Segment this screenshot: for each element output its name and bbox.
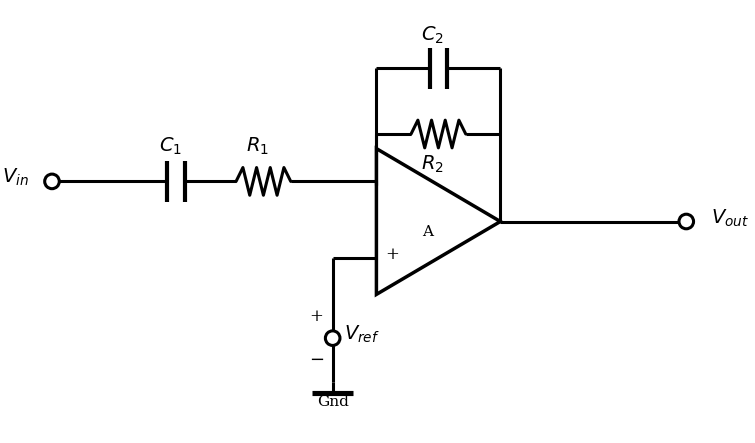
Text: $C_2$: $C_2$ [421,25,444,46]
Text: +: + [386,246,399,263]
Text: $R_2$: $R_2$ [421,154,444,175]
Text: Gnd: Gnd [317,395,349,408]
Text: $V_{ref}$: $V_{ref}$ [344,324,380,345]
Text: $R_1$: $R_1$ [246,136,269,157]
Text: $C_1$: $C_1$ [159,136,182,157]
Text: $V_{in}$: $V_{in}$ [2,167,29,188]
Text: $V_{out}$: $V_{out}$ [711,207,749,229]
Text: −: − [309,351,324,369]
Text: A: A [422,225,433,239]
Text: +: + [310,308,324,325]
